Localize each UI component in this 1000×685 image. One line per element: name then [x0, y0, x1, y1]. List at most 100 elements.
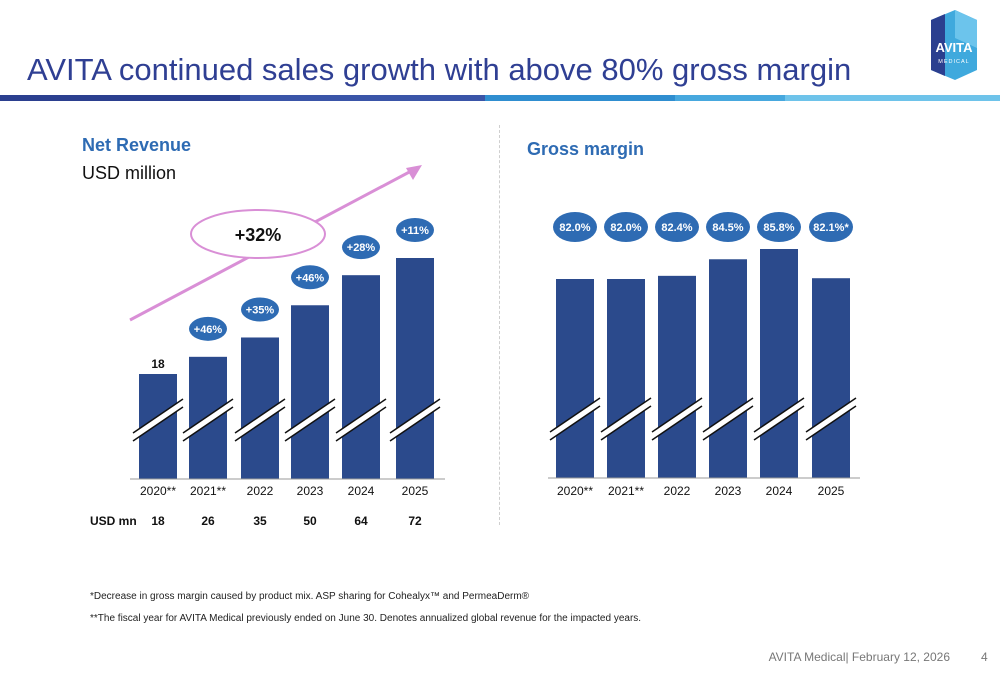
axis-break-line [805, 405, 857, 441]
x-tick-label: 2025 [402, 484, 429, 498]
usd-row-value: 18 [151, 514, 165, 528]
growth-badge [342, 235, 380, 260]
net-revenue-chart: Net Revenue USD million +32% 2020** 18 2021**… [82, 135, 445, 528]
axis-break-line [702, 397, 754, 433]
x-tick-label: 2024 [766, 484, 793, 498]
footer-text: AVITA Medical| February 12, 2026 [768, 650, 950, 664]
axis-break-line [284, 406, 336, 442]
margin-bar [607, 279, 645, 478]
axis-break [652, 398, 702, 440]
growth-label: +46% [296, 272, 325, 284]
margin-badge [809, 212, 853, 242]
x-tick-label: 2022 [664, 484, 691, 498]
axis-break-line [549, 397, 601, 433]
cagr-ellipse [190, 209, 326, 259]
usd-row-label: USD mn [90, 514, 137, 528]
logo-subtext: MEDICAL [938, 59, 969, 65]
axis-break-line [335, 398, 387, 434]
x-tick-label: 2025 [818, 484, 845, 498]
logo-text: AVITA [935, 40, 973, 55]
cagr-label: +32% [235, 225, 282, 245]
slide-title: AVITA continued sales growth with above … [27, 52, 852, 87]
axis-break [235, 399, 285, 441]
margin-badge [655, 212, 699, 242]
usd-row-value: 64 [354, 514, 368, 528]
margin-bar [760, 249, 798, 478]
growth-label: +11% [401, 225, 429, 237]
x-tick-label: 2024 [348, 484, 375, 498]
page-number: 4 [981, 650, 988, 664]
usd-row-value: 26 [201, 514, 215, 528]
margin-bar [556, 279, 594, 478]
x-tick-label: 2020** [557, 484, 593, 498]
axis-break [806, 398, 856, 440]
axis-break [336, 399, 386, 441]
margin-badge [757, 212, 801, 242]
axis-break [550, 398, 600, 440]
axis-break-line [182, 406, 234, 442]
axis-break-line [182, 398, 234, 434]
x-tick-label: 2021** [608, 484, 644, 498]
axis-break [390, 399, 440, 441]
footnote-fiscal-year: **The fiscal year for AVITA Medical prev… [90, 613, 642, 624]
axis-break-line [234, 398, 286, 434]
margin-bar [658, 275, 696, 478]
avita-logo: AVITA MEDICAL [931, 10, 977, 80]
growth-arrowhead [406, 165, 422, 180]
axis-break-line [284, 398, 336, 434]
footnote-product-mix: *Decrease in gross margin caused by prod… [90, 591, 530, 602]
margin-value-label: 82.0% [610, 222, 641, 234]
axis-break-line [805, 397, 857, 433]
growth-badge [291, 265, 329, 290]
chart-title: Net Revenue [82, 135, 191, 155]
axis-break [285, 399, 335, 441]
axis-break-line [335, 406, 387, 442]
chart-subtitle: USD million [82, 163, 176, 183]
usd-row-value: 50 [303, 514, 317, 528]
header-stripe [0, 95, 1000, 101]
margin-badge [553, 212, 597, 242]
margin-value-label: 82.4% [661, 222, 692, 234]
growth-badge [396, 218, 434, 242]
x-tick-label: 2020** [140, 484, 176, 498]
axis-break-line [753, 397, 805, 433]
growth-label: +35% [246, 304, 275, 316]
axis-break-line [389, 406, 441, 442]
revenue-bar [396, 258, 434, 479]
axis-break [183, 399, 233, 441]
axis-break-line [651, 405, 703, 441]
axis-break-line [753, 405, 805, 441]
axis-break-line [234, 406, 286, 442]
axis-break-line [702, 405, 754, 441]
margin-badge [706, 212, 750, 242]
x-tick-label: 2022 [247, 484, 274, 498]
growth-badge [189, 316, 227, 341]
x-tick-label: 2023 [715, 484, 742, 498]
axis-break-line [389, 398, 441, 434]
axis-break [601, 398, 651, 440]
chart-title: Gross margin [527, 139, 644, 159]
gross-margin-chart: Gross margin 2020** 82.0% 2021** 82.0% 2022 82… [527, 139, 860, 498]
axis-break-line [132, 406, 184, 442]
margin-bar [812, 278, 850, 478]
axis-break-line [549, 405, 601, 441]
margin-bar [709, 259, 747, 478]
axis-break [133, 399, 183, 441]
margin-value-label: 82.1%* [813, 222, 849, 234]
revenue-bar [291, 305, 329, 479]
margin-badge [604, 212, 648, 242]
axis-break [703, 398, 753, 440]
margin-value-label: 82.0% [559, 222, 590, 234]
revenue-bar [342, 275, 380, 479]
x-tick-label: 2023 [297, 484, 324, 498]
growth-label: +28% [347, 242, 376, 254]
growth-label: +46% [194, 324, 223, 336]
usd-row-value: 72 [408, 514, 422, 528]
axis-break [754, 398, 804, 440]
margin-value-label: 85.8% [763, 222, 794, 234]
x-tick-label: 2021** [190, 484, 226, 498]
axis-break-line [600, 397, 652, 433]
axis-break-line [651, 397, 703, 433]
growth-badge [241, 297, 279, 322]
data-label-first: 18 [151, 357, 165, 371]
